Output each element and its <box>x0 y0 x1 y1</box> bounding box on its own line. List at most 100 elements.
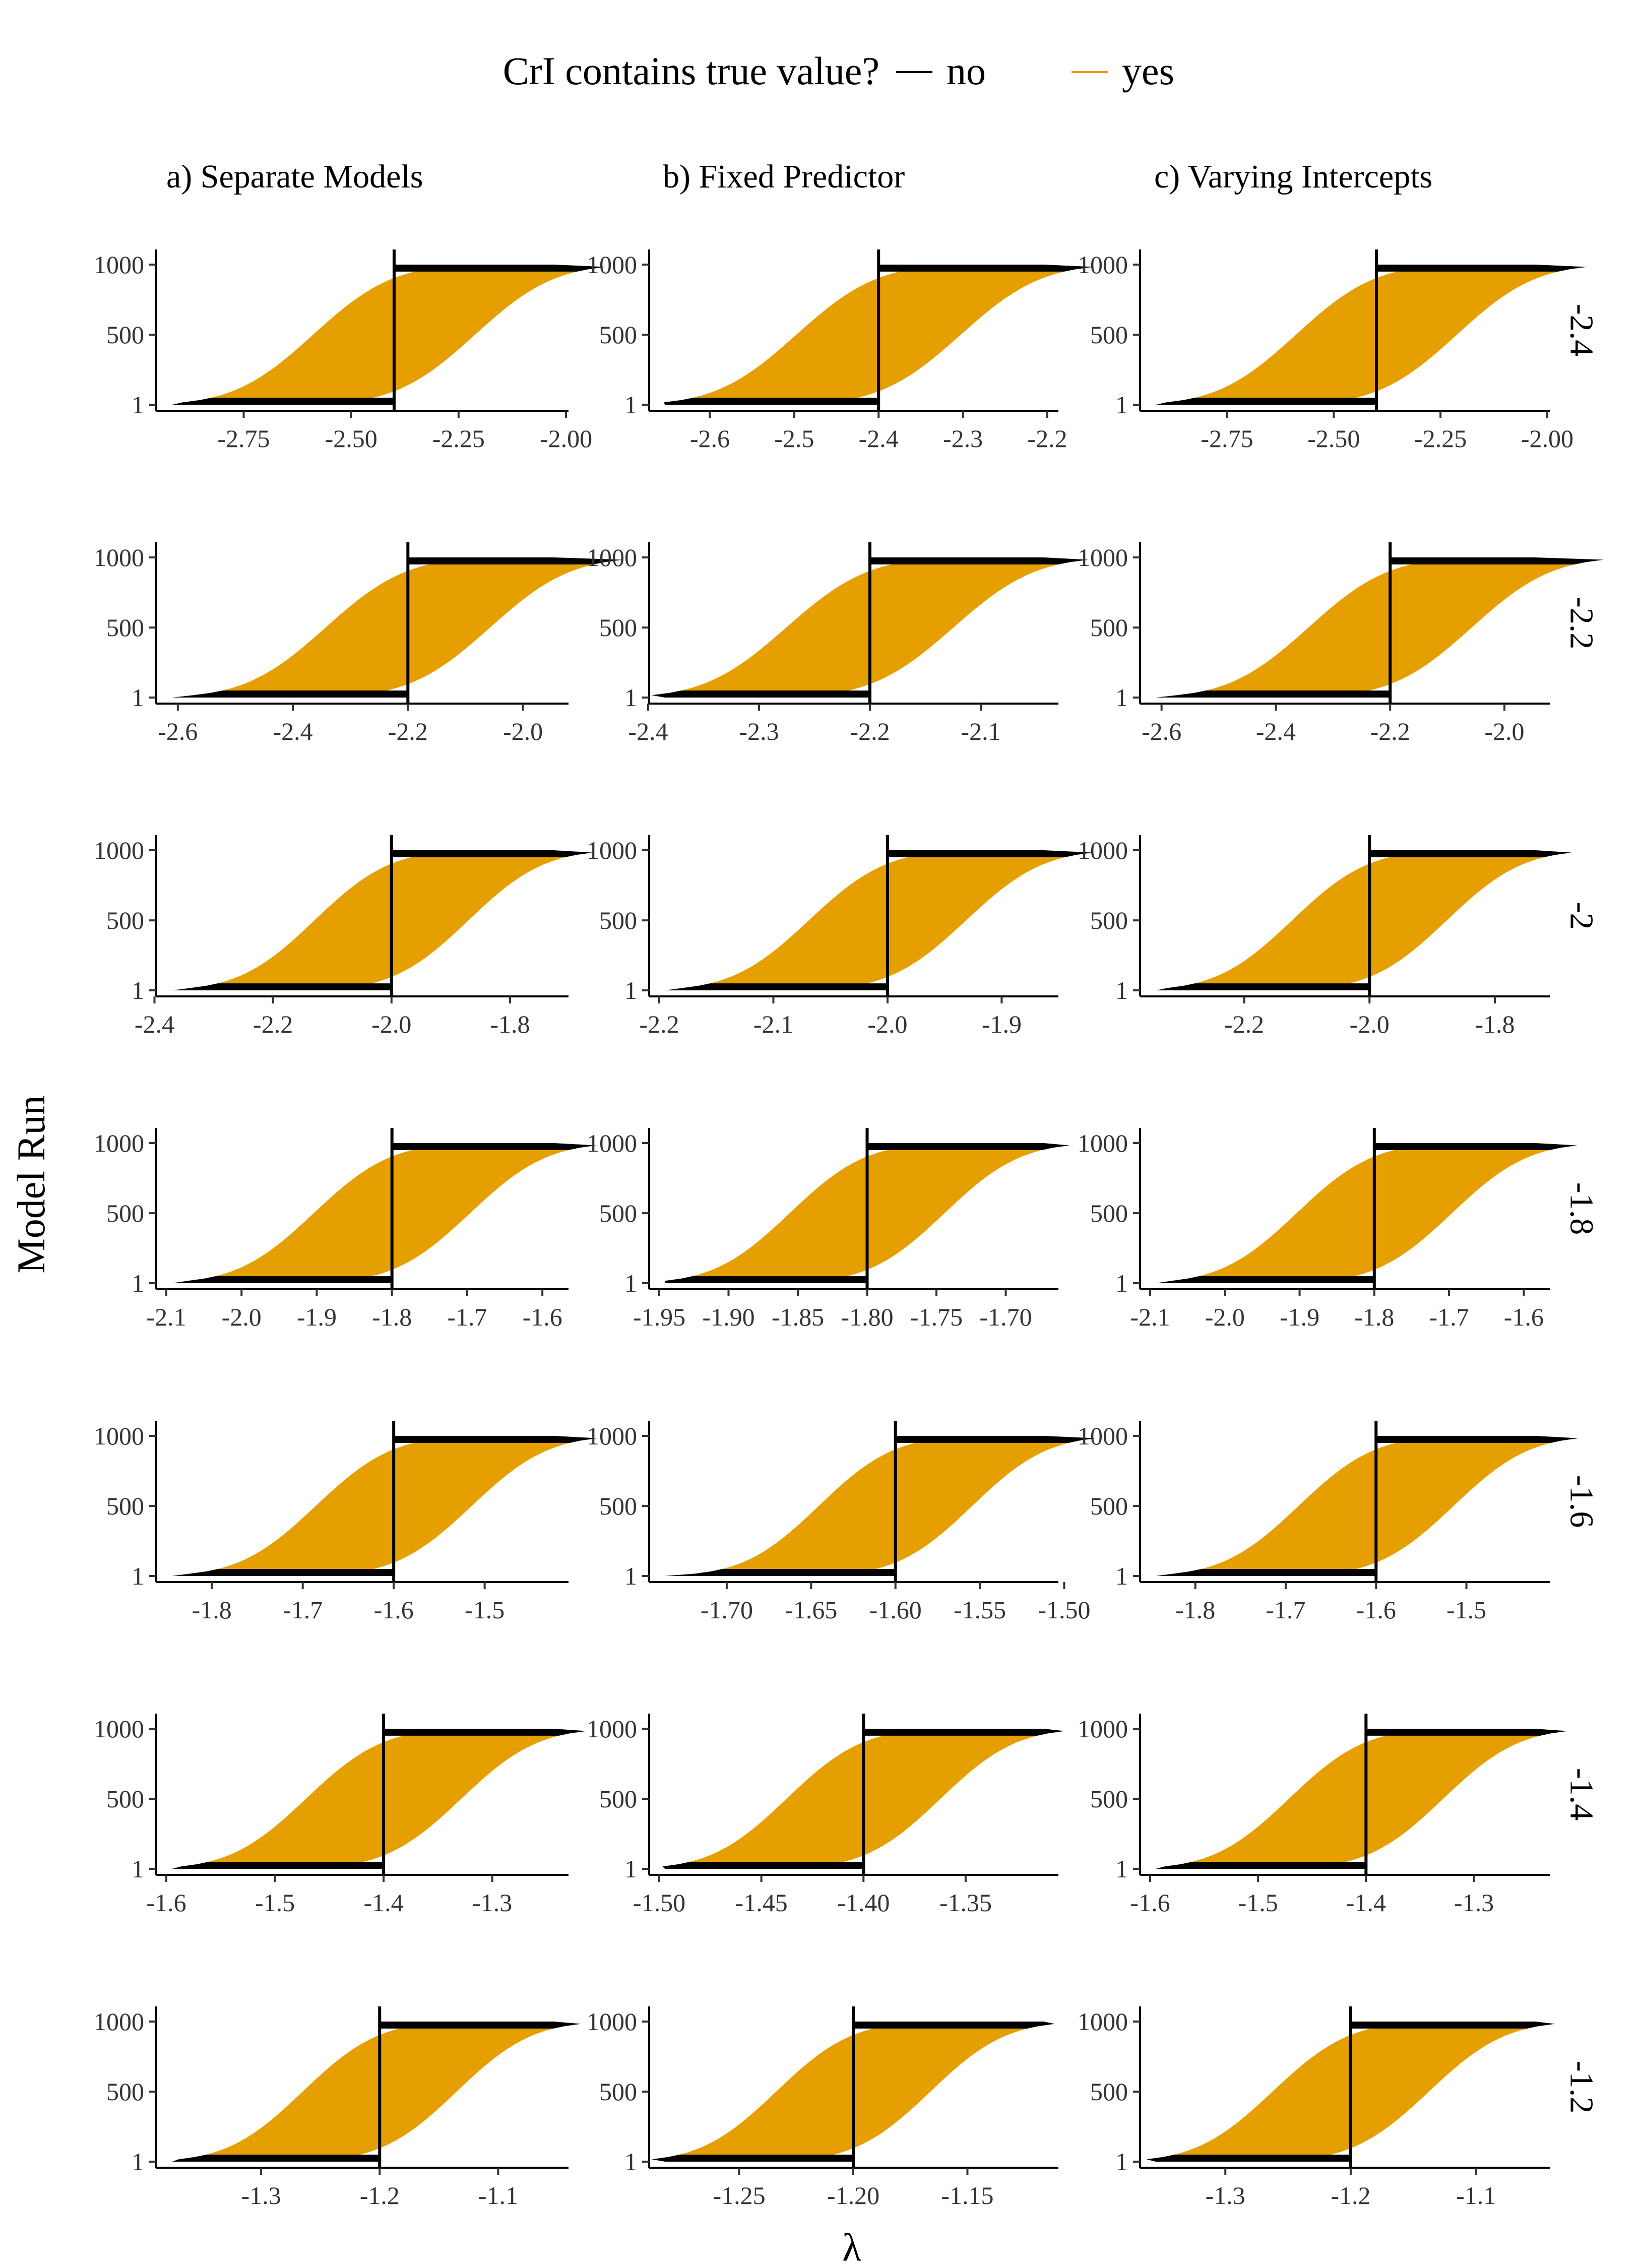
x-tick-label: -1.80 <box>841 1303 893 1331</box>
panel-r6-c1: 1 500 1000 -1.6 -1.5 -1.4 -1.3 <box>94 1714 587 1917</box>
x-tick-label: -1.70 <box>701 1596 753 1624</box>
column-title-a: a) Separate Models <box>166 158 423 195</box>
x-tick-label: -1.4 <box>1346 1888 1386 1917</box>
excluded-runs-high <box>878 265 1094 272</box>
x-tick-label: -1.6 <box>1504 1303 1544 1331</box>
x-tick-label: -1.6 <box>523 1303 562 1331</box>
x-tick-label: -1.50 <box>1038 1596 1090 1624</box>
legend-label-yes: yes <box>1122 49 1174 93</box>
x-tick-label: -2.3 <box>943 424 983 453</box>
interval-band <box>1156 557 1604 698</box>
x-tick-label: -1.65 <box>785 1596 837 1624</box>
y-tick-label: 1 <box>624 976 637 1004</box>
x-tick-label: -2.1 <box>753 1010 793 1038</box>
x-tick-label: -2.0 <box>1205 1303 1245 1331</box>
x-tick-label: -1.8 <box>1354 1303 1394 1331</box>
panel-r4-c3: 1 500 1000 -2.1 -2.0 -1.9 -1.8 -1.7 -1.6 <box>1078 1128 1578 1331</box>
x-tick-label: -2.2 <box>253 1010 293 1038</box>
panel-r7-c2: 1 500 1000 -1.25 -1.20 -1.15 <box>587 2006 1058 2210</box>
y-tick-label: 1000 <box>587 836 637 864</box>
x-tick-label: -1.85 <box>772 1303 824 1331</box>
x-tick-label: -1.75 <box>910 1303 963 1331</box>
x-tick-label: -1.3 <box>1206 2181 1245 2210</box>
y-tick-label: 1000 <box>587 2007 637 2036</box>
x-tick-label: -1.45 <box>735 1888 788 1917</box>
y-tick-label: 1000 <box>1078 1129 1128 1157</box>
x-tick-label: -1.7 <box>283 1596 323 1624</box>
x-tick-label: -1.95 <box>633 1303 685 1331</box>
x-tick-label: -2.3 <box>739 717 779 745</box>
y-tick-label: 500 <box>1090 1785 1128 1813</box>
interval-band <box>172 1436 598 1576</box>
panel-r3-c2: 1 500 1000 -2.2 -2.1 -2.0 -1.9 <box>587 835 1093 1038</box>
x-tick-label: -1.8 <box>192 1596 232 1624</box>
y-tick-label: 1 <box>132 2148 144 2176</box>
y-tick-label: 1 <box>132 1269 144 1297</box>
x-tick-label: -2.0 <box>867 1010 907 1038</box>
y-tick-label: 500 <box>106 906 144 934</box>
y-tick-label: 500 <box>106 1199 144 1227</box>
y-tick-label: 500 <box>599 1785 637 1813</box>
x-tick-label: -1.2 <box>360 2181 400 2210</box>
x-tick-label: -2.1 <box>146 1303 186 1331</box>
x-tick-label: -1.6 <box>1356 1596 1396 1624</box>
excluded-runs-low <box>1156 690 1391 698</box>
x-tick-label: -1.25 <box>713 2181 765 2210</box>
x-tick-label: -2.1 <box>961 717 1000 745</box>
x-tick-label: -2.0 <box>1350 1010 1390 1038</box>
x-tick-label: -1.7 <box>447 1303 487 1331</box>
x-tick-label: -1.55 <box>954 1596 1006 1624</box>
y-tick-label: 1000 <box>587 1715 637 1743</box>
y-tick-label: 1 <box>132 391 144 419</box>
panel-r2-c2: 1 500 1000 -2.4 -2.3 -2.2 -2.1 <box>587 542 1089 745</box>
panel-r5-c1: 1 500 1000 -1.8 -1.7 -1.6 -1.5 <box>94 1421 598 1624</box>
excluded-runs-low <box>1146 2155 1351 2162</box>
x-tick-label: -2.4 <box>628 717 668 745</box>
x-tick-label: -2.25 <box>1414 424 1467 453</box>
y-tick-label: 500 <box>1090 906 1128 934</box>
x-tick-label: -1.50 <box>633 1888 685 1917</box>
y-tick-label: 1 <box>624 1855 637 1883</box>
y-tick-label: 500 <box>599 906 637 934</box>
y-tick-label: 500 <box>599 613 637 642</box>
interval-band <box>1156 1436 1579 1576</box>
excluded-runs-low <box>651 690 870 698</box>
y-tick-label: 1000 <box>94 543 144 572</box>
x-tick-label: -1.3 <box>241 2181 281 2210</box>
x-axis-title: λ <box>842 2225 861 2268</box>
x-tick-label: -1.6 <box>374 1596 414 1624</box>
x-tick-label: -1.5 <box>255 1888 295 1917</box>
panel-r4-c1: 1 500 1000 -2.1 -2.0 -1.9 -1.8 -1.7 -1.6 <box>94 1128 596 1331</box>
y-tick-label: 1000 <box>1078 543 1128 572</box>
row-strip-label: -2 <box>1563 902 1600 930</box>
x-tick-label: -2.2 <box>1027 424 1067 453</box>
x-tick-label: -1.3 <box>1454 1888 1494 1917</box>
panel-r7-c1: 1 500 1000 -1.3 -1.2 -1.1 <box>94 2006 581 2210</box>
y-tick-label: 1000 <box>94 2007 144 2036</box>
x-tick-label: -2.0 <box>1484 717 1524 745</box>
x-tick-label: -2.00 <box>1521 424 1573 453</box>
x-tick-label: -2.4 <box>273 717 312 745</box>
x-tick-label: -2.75 <box>217 424 270 453</box>
x-tick-label: -2.4 <box>135 1010 174 1038</box>
excluded-runs-low <box>1156 398 1376 405</box>
y-tick-label: 1000 <box>1078 1715 1128 1743</box>
panel-r5-c3: 1 500 1000 -1.8 -1.7 -1.6 -1.5 <box>1078 1421 1579 1624</box>
x-tick-label: -1.2 <box>1331 2181 1370 2210</box>
x-tick-label: -2.6 <box>1142 717 1181 745</box>
x-tick-label: -1.70 <box>979 1303 1032 1331</box>
y-tick-label: 500 <box>106 1785 144 1813</box>
x-tick-label: -1.1 <box>478 2181 518 2210</box>
excluded-runs-low <box>1156 983 1370 990</box>
excluded-runs-high <box>392 1143 596 1150</box>
interval-band <box>1156 1729 1568 1869</box>
y-tick-label: 500 <box>599 321 637 349</box>
interval-band <box>172 265 606 405</box>
row-strip-label: -1.8 <box>1563 1182 1600 1235</box>
x-tick-label: -2.4 <box>859 424 899 453</box>
x-tick-label: -1.3 <box>472 1888 512 1917</box>
x-tick-label: -2.6 <box>690 424 730 453</box>
row-strip-label: -1.6 <box>1563 1475 1600 1528</box>
x-tick-label: -2.00 <box>540 424 592 453</box>
panel-r2-c1: 1 500 1000 -2.6 -2.4 -2.2 -2.0 <box>94 542 623 745</box>
